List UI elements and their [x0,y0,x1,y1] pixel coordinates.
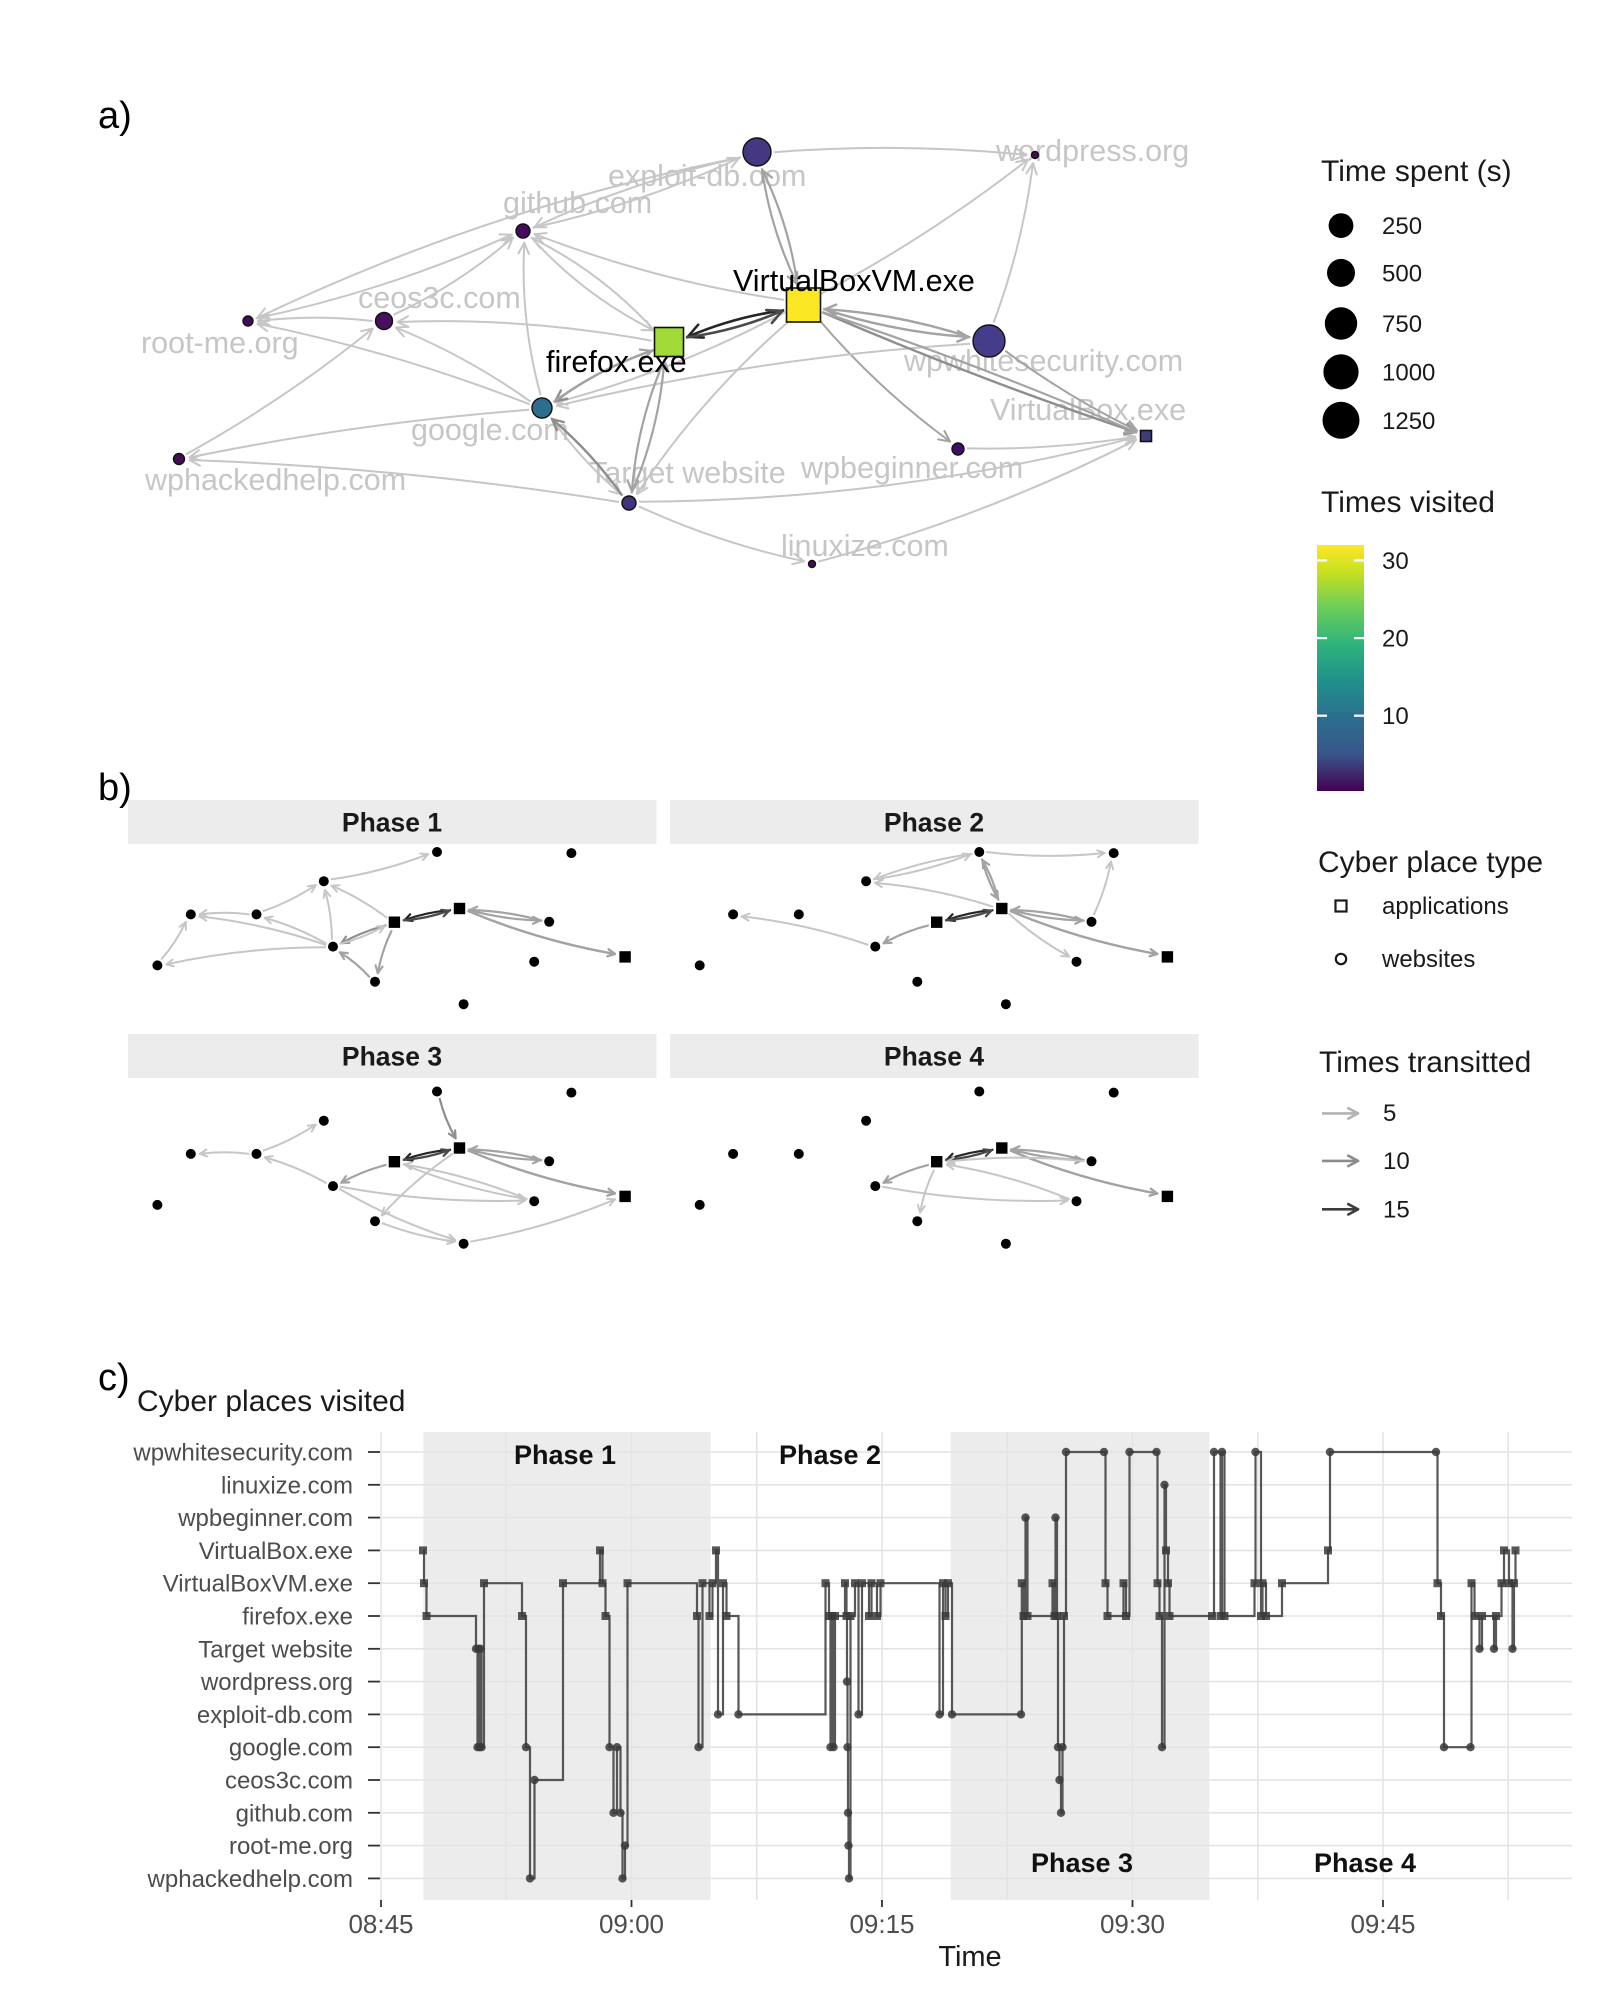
svg-text:VirtualBoxVM.exe: VirtualBoxVM.exe [733,264,975,298]
svg-text:linuxize.com: linuxize.com [781,529,949,563]
svg-text:09:30: 09:30 [1100,1909,1165,1939]
svg-text:wordpress.org: wordpress.org [200,1669,353,1696]
svg-text:5: 5 [1383,1100,1396,1127]
svg-text:wpwhitesecurity.com: wpwhitesecurity.com [903,344,1183,378]
svg-text:30: 30 [1382,548,1409,575]
svg-text:Target website: Target website [589,456,786,490]
svg-text:Phase 2: Phase 2 [884,808,984,838]
svg-text:wphackedhelp.com: wphackedhelp.com [144,463,406,497]
svg-text:google.com: google.com [229,1735,353,1762]
svg-text:websites: websites [1381,946,1475,973]
svg-text:wpbeginner.com: wpbeginner.com [177,1505,353,1532]
svg-text:applications: applications [1382,893,1509,920]
svg-text:wpbeginner.com: wpbeginner.com [800,451,1023,485]
svg-text:a): a) [98,95,132,137]
svg-text:500: 500 [1382,260,1422,287]
svg-text:Phase 3: Phase 3 [1031,1848,1133,1878]
svg-text:20: 20 [1382,626,1409,653]
svg-text:Times visited: Times visited [1321,486,1495,519]
svg-text:VirtualBox.exe: VirtualBox.exe [199,1538,353,1565]
svg-text:10: 10 [1382,703,1409,730]
svg-text:firefox.exe: firefox.exe [242,1604,353,1631]
svg-text:wpwhitesecurity.com: wpwhitesecurity.com [132,1440,353,1467]
svg-text:Cyber places visited: Cyber places visited [137,1385,405,1418]
svg-text:root-me.org: root-me.org [141,326,299,360]
svg-text:09:00: 09:00 [599,1909,664,1939]
svg-text:exploit-db.com: exploit-db.com [197,1702,353,1729]
svg-text:Phase 4: Phase 4 [884,1042,984,1072]
svg-text:Target website: Target website [198,1636,353,1663]
svg-text:Times transitted: Times transitted [1319,1046,1531,1079]
svg-text:github.com: github.com [503,186,652,220]
svg-text:b): b) [98,767,132,809]
svg-text:Phase 1: Phase 1 [342,808,442,838]
svg-text:1250: 1250 [1382,408,1435,435]
svg-text:09:45: 09:45 [1350,1909,1415,1939]
svg-text:Phase 3: Phase 3 [342,1042,442,1072]
svg-text:10: 10 [1383,1148,1410,1175]
svg-text:08:45: 08:45 [348,1909,413,1939]
svg-text:VirtualBoxVM.exe: VirtualBoxVM.exe [163,1571,353,1598]
svg-text:VirtualBox.exe: VirtualBox.exe [990,393,1186,427]
svg-text:ceos3c.com: ceos3c.com [225,1768,353,1795]
svg-text:15: 15 [1383,1196,1410,1223]
svg-text:wphackedhelp.com: wphackedhelp.com [147,1866,353,1893]
svg-text:Time spent (s): Time spent (s) [1321,155,1512,188]
svg-text:Phase 1: Phase 1 [514,1440,616,1470]
svg-text:Time: Time [938,1941,1001,1973]
svg-text:Phase 2: Phase 2 [779,1440,881,1470]
svg-text:root-me.org: root-me.org [229,1833,353,1860]
svg-text:1000: 1000 [1382,359,1435,386]
svg-text:250: 250 [1382,213,1422,240]
svg-text:firefox.exe: firefox.exe [546,345,687,379]
svg-text:Cyber place type: Cyber place type [1318,846,1543,879]
svg-text:github.com: github.com [236,1800,353,1827]
svg-text:c): c) [98,1357,130,1399]
svg-text:750: 750 [1382,311,1422,338]
svg-text:Phase 4: Phase 4 [1314,1848,1416,1878]
svg-text:09:15: 09:15 [849,1909,914,1939]
svg-text:linuxize.com: linuxize.com [221,1472,353,1499]
svg-text:ceos3c.com: ceos3c.com [358,281,521,315]
